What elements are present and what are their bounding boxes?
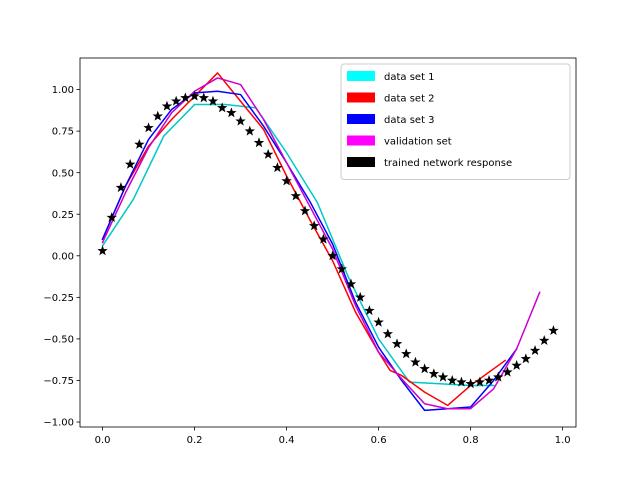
data-point-trained-network-response: [364, 305, 375, 316]
x-tick-label: 0.4: [279, 435, 295, 446]
data-point-trained-network-response: [235, 115, 246, 126]
data-point-trained-network-response: [419, 363, 430, 374]
data-point-trained-network-response: [299, 205, 311, 216]
data-point-trained-network-response: [262, 148, 274, 159]
data-point-trained-network-response: [483, 374, 495, 385]
x-tick-label: 0.6: [371, 435, 387, 446]
data-point-trained-network-response: [161, 100, 173, 111]
axes-frame: [79, 57, 577, 428]
y-tick-label: −0.75: [43, 376, 74, 387]
data-point-trained-network-response: [520, 353, 532, 364]
data-point-trained-network-response: [539, 335, 550, 345]
legend: data set 1 data set 2 data set 3 validation…: [340, 63, 571, 180]
data-point-trained-network-response: [428, 368, 440, 379]
data-point-trained-network-response: [244, 125, 255, 136]
data-point-trained-network-response: [134, 138, 145, 149]
x-tick-label: 0.0: [95, 435, 111, 446]
data-point-trained-network-response: [502, 366, 513, 377]
data-point-trained-network-response: [410, 356, 421, 367]
axes: 0.0 0.2 0.4 0.6 0.8 1.0 −1.00 −0.75 −0.50 −0.25 0.…: [43, 57, 577, 446]
plot-area: [97, 72, 559, 412]
data-point-trained-network-response: [152, 110, 163, 121]
data-point-trained-network-response: [180, 92, 191, 103]
data-point-trained-network-response: [437, 371, 449, 382]
legend-swatch-data-set-2: [347, 92, 375, 103]
data-point-trained-network-response: [124, 158, 136, 169]
legend-label-data-set-1: data set 1: [384, 72, 435, 83]
data-point-trained-network-response: [548, 325, 559, 336]
data-point-trained-network-response: [493, 371, 504, 382]
y-tick-label: −1.00: [43, 418, 74, 429]
data-point-trained-network-response: [226, 107, 237, 118]
legend-label-trained-network-response: trained network response: [384, 158, 512, 169]
series-line-data-set-1: [101, 103, 495, 387]
data-point-trained-network-response: [106, 212, 117, 222]
data-point-trained-network-response: [511, 360, 522, 370]
data-point-trained-network-response: [207, 95, 219, 106]
data-point-trained-network-response: [290, 190, 302, 201]
legend-label-data-set-3: data set 3: [384, 115, 435, 126]
data-point-trained-network-response: [529, 345, 541, 355]
data-point-trained-network-response: [216, 102, 228, 113]
data-point-trained-network-response: [401, 348, 412, 359]
data-point-trained-network-response: [198, 92, 209, 103]
x-tick-label: 1.0: [555, 435, 571, 446]
x-tick-label: 0.8: [463, 435, 479, 446]
data-point-trained-network-response: [336, 263, 348, 274]
data-point-trained-network-response: [143, 122, 154, 133]
legend-label-data-set-2: data set 2: [384, 94, 435, 105]
y-tick-label: −0.25: [43, 293, 74, 304]
legend-swatch-validation-set: [347, 135, 375, 146]
data-point-trained-network-response: [272, 162, 283, 173]
legend-label-validation-set: validation set: [384, 137, 452, 148]
legend-box: [340, 63, 571, 180]
y-tick-label: 1.00: [52, 85, 74, 96]
data-point-trained-network-response: [189, 90, 200, 101]
y-tick-label: 0.50: [52, 168, 74, 179]
legend-swatch-data-set-1: [347, 71, 375, 81]
y-tick-label: 0.25: [52, 210, 74, 221]
data-point-trained-network-response: [373, 316, 384, 327]
legend-swatch-data-set-3: [347, 114, 375, 124]
data-point-trained-network-response: [382, 328, 394, 339]
data-point-trained-network-response: [447, 374, 458, 385]
data-point-trained-network-response: [345, 278, 357, 289]
data-point-trained-network-response: [115, 182, 127, 193]
data-point-trained-network-response: [318, 233, 329, 244]
x-tick-label: 0.2: [187, 435, 203, 446]
data-point-trained-network-response: [170, 95, 182, 106]
data-point-trained-network-response: [327, 250, 338, 261]
y-tick-label: 0.00: [52, 251, 74, 262]
data-point-trained-network-response: [253, 137, 265, 148]
data-point-trained-network-response: [465, 378, 476, 389]
y-tick-label: 0.75: [52, 127, 74, 138]
series-line-data-set-2: [101, 72, 507, 407]
data-point-trained-network-response: [308, 220, 320, 231]
data-point-trained-network-response: [391, 338, 403, 349]
data-point-trained-network-response: [456, 376, 467, 387]
data-point-trained-network-response: [354, 291, 366, 302]
series-group: [97, 72, 559, 412]
y-tick-label: −0.50: [43, 335, 74, 346]
data-point-trained-network-response: [474, 376, 486, 387]
data-point-trained-network-response: [281, 175, 292, 186]
series-line-validation-set: [101, 77, 541, 410]
legend-swatch-trained-network-response: [347, 157, 375, 167]
data-point-trained-network-response: [97, 245, 108, 256]
